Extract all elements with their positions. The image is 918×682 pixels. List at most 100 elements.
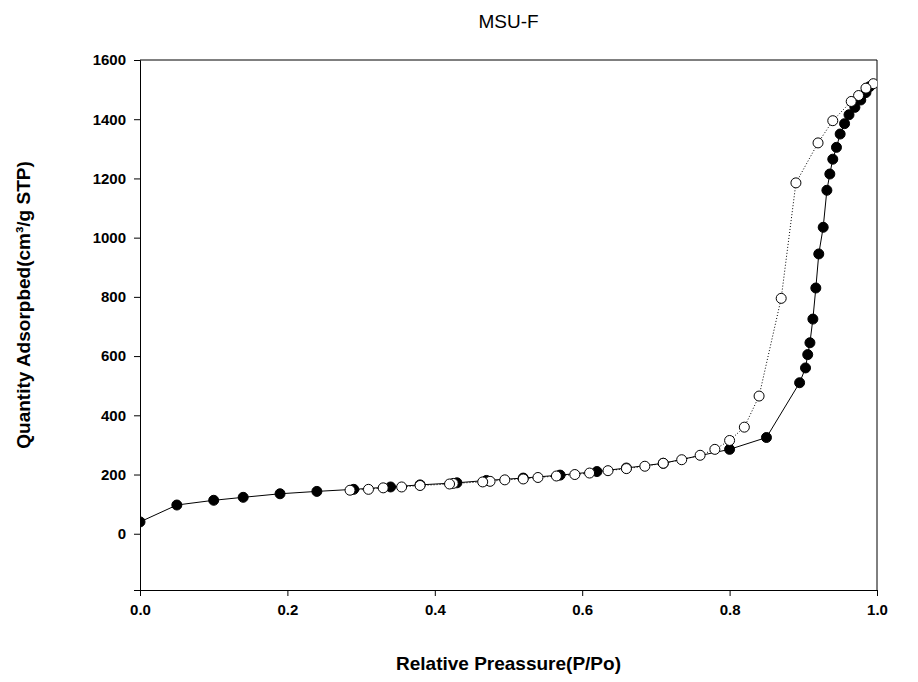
data-point bbox=[811, 283, 821, 293]
x-tick: 0.4 bbox=[425, 590, 447, 618]
x-tick: 0.0 bbox=[130, 590, 151, 618]
data-point bbox=[818, 222, 828, 232]
y-tick-mark bbox=[134, 60, 140, 61]
x-tick: 1.0 bbox=[867, 590, 888, 618]
x-axis-title: Relative Preassure(P/Po) bbox=[396, 653, 621, 674]
y-tick-label: 1600 bbox=[93, 51, 126, 68]
data-point bbox=[677, 455, 687, 465]
data-point bbox=[803, 350, 813, 360]
data-point bbox=[312, 486, 322, 496]
data-point bbox=[695, 450, 705, 460]
y-tick: 800 bbox=[101, 288, 140, 305]
x-axis-line bbox=[141, 591, 878, 597]
y-tick-label: 800 bbox=[101, 288, 126, 305]
x-tick-mark bbox=[287, 590, 288, 596]
data-point bbox=[397, 482, 407, 492]
data-point bbox=[801, 363, 811, 373]
x-tick: 0.6 bbox=[572, 590, 593, 618]
x-tick-label: 0.6 bbox=[572, 601, 593, 618]
data-point bbox=[776, 293, 786, 303]
series-line bbox=[350, 84, 873, 491]
data-point bbox=[640, 461, 650, 471]
data-point bbox=[621, 464, 631, 474]
data-point bbox=[828, 154, 838, 164]
data-point bbox=[828, 116, 838, 126]
x-tick: 0.8 bbox=[720, 590, 741, 618]
data-point bbox=[754, 391, 764, 401]
data-point bbox=[378, 483, 388, 493]
y-tick: 1600 bbox=[93, 51, 140, 68]
y-tick: 1400 bbox=[93, 111, 140, 128]
data-point bbox=[275, 489, 285, 499]
y-tick-label: 400 bbox=[101, 407, 126, 424]
x-axis: 0.0 0.2 0.4 0.6 0.8 1.0 bbox=[130, 590, 888, 618]
data-point bbox=[835, 129, 845, 139]
y-tick-label: 1400 bbox=[93, 111, 126, 128]
data-point bbox=[209, 495, 219, 505]
data-point bbox=[445, 479, 455, 489]
y-tick: 1000 bbox=[93, 229, 140, 246]
data-point bbox=[791, 178, 801, 188]
data-point bbox=[415, 480, 425, 490]
y-axis: 02004006008001000120014001600 bbox=[93, 51, 141, 590]
chart: 0.00.20.40.60.81.00200400600800100012001… bbox=[0, 0, 918, 682]
data-point bbox=[415, 480, 425, 490]
x-tick-mark bbox=[582, 590, 583, 596]
y-tick-mark bbox=[134, 356, 140, 357]
data-point bbox=[813, 138, 823, 148]
data-point bbox=[739, 422, 749, 432]
y-tick-label: 1200 bbox=[93, 170, 126, 187]
x-tick-label: 1.0 bbox=[867, 601, 888, 618]
x-tick-label: 0.4 bbox=[425, 601, 447, 618]
frame bbox=[877, 60, 878, 590]
x-tick-mark bbox=[877, 590, 878, 596]
y-tick-label: 600 bbox=[101, 347, 126, 364]
series-line bbox=[140, 87, 870, 522]
data-point bbox=[140, 517, 145, 527]
y-tick: 600 bbox=[101, 347, 140, 364]
y-tick-mark bbox=[134, 178, 140, 179]
y-tick-label: 1000 bbox=[93, 229, 126, 246]
y-tick-mark bbox=[134, 119, 140, 120]
y-tick: 400 bbox=[101, 407, 140, 424]
data-point bbox=[814, 249, 824, 259]
data-point bbox=[585, 468, 595, 478]
title: MSU-F bbox=[478, 11, 538, 32]
data-point bbox=[808, 314, 818, 324]
frame bbox=[140, 60, 877, 61]
data-point bbox=[658, 458, 668, 468]
data-point bbox=[805, 338, 815, 348]
data-point bbox=[825, 169, 835, 179]
data-point bbox=[172, 500, 182, 510]
data-point bbox=[551, 471, 561, 481]
y-tick-mark bbox=[134, 475, 140, 476]
x-tick-label: 0.0 bbox=[130, 601, 151, 618]
data-point bbox=[533, 472, 543, 482]
y-axis-line bbox=[134, 61, 141, 591]
data-point bbox=[518, 473, 528, 483]
y-tick: 1200 bbox=[93, 170, 140, 187]
y-tick-mark bbox=[134, 534, 140, 535]
data-point bbox=[658, 458, 668, 468]
data-point bbox=[846, 96, 856, 106]
y-tick-mark bbox=[134, 297, 140, 298]
data-point bbox=[710, 444, 720, 454]
data-point bbox=[518, 474, 528, 484]
x-tick-label: 0.2 bbox=[277, 601, 298, 618]
data-point bbox=[831, 142, 841, 152]
data-point bbox=[363, 484, 373, 494]
y-tick-label: 0 bbox=[118, 525, 126, 542]
data-point bbox=[795, 378, 805, 388]
data-point bbox=[822, 185, 832, 195]
y-tick-mark bbox=[134, 415, 140, 416]
data-point bbox=[570, 470, 580, 480]
data-point bbox=[725, 435, 735, 445]
x-tick-label: 0.8 bbox=[720, 601, 741, 618]
x-tick: 0.2 bbox=[277, 590, 298, 618]
x-tick-mark bbox=[730, 590, 731, 596]
data-point bbox=[238, 492, 248, 502]
data-area bbox=[140, 79, 877, 527]
data-point bbox=[345, 485, 355, 495]
y-axis-title: Quantity Adsorpbed(cm³/g STP) bbox=[13, 161, 34, 448]
data-point bbox=[603, 466, 613, 476]
